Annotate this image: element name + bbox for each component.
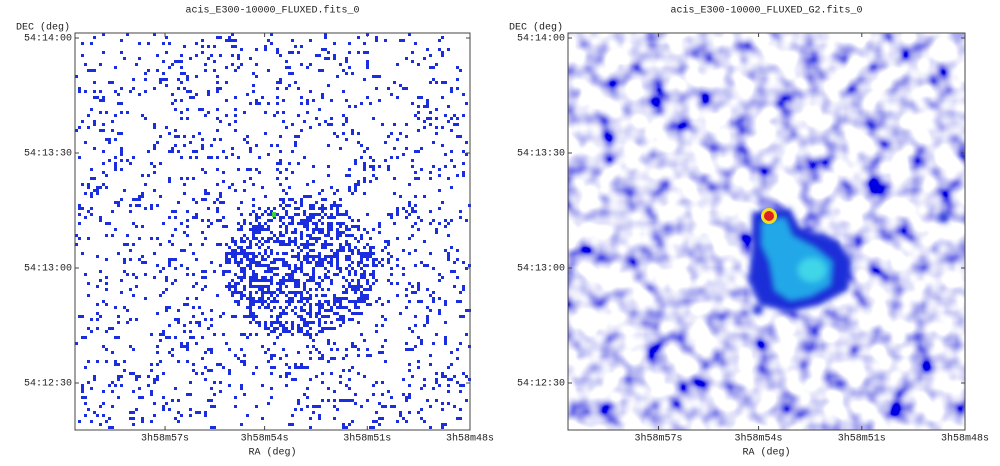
y-tick-label: 54:13:30: [24, 149, 72, 160]
x-tick-label: 3h58m57s: [141, 433, 189, 445]
y-tick-label: 54:13:30: [517, 149, 565, 160]
frame: [567, 32, 966, 431]
diffuse-emission: [748, 208, 949, 315]
y-axis-label: DEC (deg): [16, 22, 70, 34]
y-tick-label: 54:13:00: [517, 264, 565, 275]
image-right: [568, 33, 965, 430]
y-tick-label: 54:14:00: [24, 34, 72, 45]
panel-title: acis_E300-10000_FLUXED.fits_0: [185, 5, 359, 17]
counts-pixels: [75, 33, 471, 429]
x-axis-label: RA (deg): [248, 447, 296, 459]
panel-title: acis_E300-10000_FLUXED_G2.fits_0: [670, 5, 862, 17]
y-axis-label: DEC (deg): [509, 22, 563, 34]
x-tick-label: 3h58m51s: [838, 433, 886, 445]
y-tick-label: 54:12:30: [24, 379, 72, 390]
y-tick-label: 54:13:00: [24, 264, 72, 275]
y-tick-label: 54:14:00: [517, 34, 565, 45]
y-tick-label: 54:12:30: [517, 379, 565, 390]
source-peak: [272, 212, 276, 217]
source-core: [764, 211, 774, 221]
x-tick-label: 3h58m48s: [941, 433, 989, 445]
x-tick-label: 3h58m54s: [241, 433, 289, 445]
x-tick-label: 3h58m57s: [635, 433, 683, 445]
x-tick-label: 3h58m51s: [343, 433, 391, 445]
x-axis-label: RA (deg): [742, 447, 790, 459]
x-tick-label: 3h58m54s: [735, 433, 783, 445]
x-tick-label: 3h58m48s: [446, 433, 494, 445]
frame: [74, 32, 471, 431]
